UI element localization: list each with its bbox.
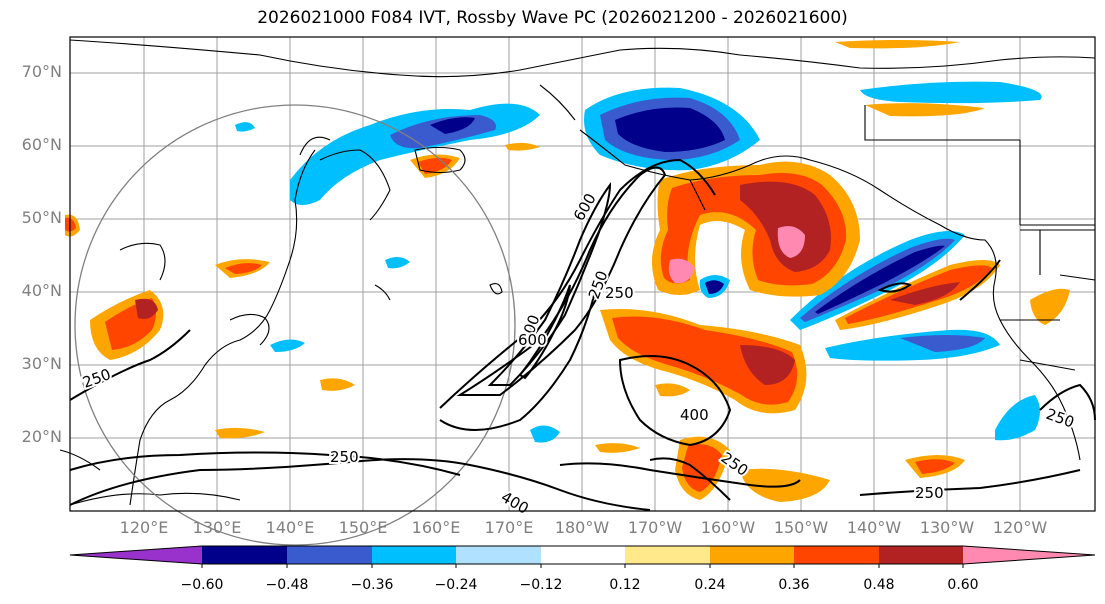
lat-label: 70°N	[21, 62, 62, 81]
colorbar-tick-label: 0.24	[694, 577, 726, 593]
colorbar-tick-label: 0.36	[778, 577, 810, 593]
ivt-contours	[69, 158, 1096, 511]
lat-label: 50°N	[21, 208, 62, 227]
contour-label: 600	[518, 331, 547, 349]
lat-label: 20°N	[21, 427, 62, 446]
colorbar-tick-label: −0.48	[265, 577, 309, 593]
colorbar-extend-max	[963, 546, 1095, 564]
colorbar-tick-label: −0.36	[350, 577, 394, 593]
contour-label-halo: 600	[518, 331, 547, 349]
lon-label: 150°E	[338, 518, 388, 537]
coastlines	[59, 39, 1096, 506]
lon-label: 140°W	[846, 518, 902, 537]
lon-label: 170°W	[627, 518, 683, 537]
contour-label-halo: 400	[680, 406, 709, 424]
lon-label: 130°W	[919, 518, 975, 537]
colorbar-swatch	[541, 546, 625, 564]
contour-label: 250	[915, 484, 944, 502]
colorbar-extend-min	[70, 546, 202, 564]
colorbar-tick-label: −0.12	[519, 577, 563, 593]
lat-label: 40°N	[21, 281, 62, 300]
colorbar-swatch	[625, 546, 710, 564]
contour-label-halo: 250	[605, 284, 634, 302]
contour-label-halo: 250	[915, 484, 944, 502]
lon-label: 160°E	[411, 518, 461, 537]
lon-label: 140°E	[265, 518, 315, 537]
colorbar-tick-label: −0.24	[434, 577, 478, 593]
colorbar-swatch	[879, 546, 963, 564]
colorbar-swatch	[456, 546, 541, 564]
contour-label: 400	[680, 406, 709, 424]
map-title: 2026021000 F084 IVT, Rossby Wave PC (202…	[257, 8, 848, 28]
lat-label: 60°N	[21, 135, 62, 154]
lon-label: 160°W	[700, 518, 756, 537]
positive-anomaly-shading	[65, 40, 1070, 502]
colorbar-swatch	[794, 546, 879, 564]
contour-label-group: 6006002502504004006006002502502502504004…	[78, 188, 1078, 520]
map-frame	[69, 36, 1096, 512]
contour-label: 250	[605, 284, 634, 302]
colorbar-swatch	[287, 546, 372, 564]
lon-label: 130°E	[192, 518, 242, 537]
colorbar-tick-label: 0.48	[863, 577, 895, 593]
colorbar-swatch	[710, 546, 794, 564]
lon-label: 120°E	[119, 518, 169, 537]
colorbar-swatches	[69, 545, 1096, 568]
rossby-circle	[74, 104, 516, 546]
lon-label: 150°W	[773, 518, 829, 537]
contour-label-halo: 250	[330, 448, 359, 466]
contour-label: 250	[330, 448, 359, 466]
lon-label: 180°W	[554, 518, 610, 537]
colorbar-swatch	[202, 546, 287, 564]
colorbar-tick-label: 0.12	[609, 577, 641, 593]
lon-label: 120°W	[992, 518, 1048, 537]
lon-label: 170°E	[484, 518, 534, 537]
colorbar-tick-label: 0.60	[947, 577, 979, 593]
lat-label: 30°N	[21, 354, 62, 373]
colorbar-swatch	[372, 546, 456, 564]
colorbar-tick-label: −0.60	[180, 577, 224, 593]
negative-anomaly-shading	[235, 81, 1042, 443]
